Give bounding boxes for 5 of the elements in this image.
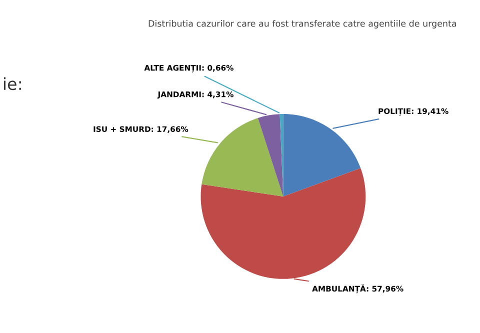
text: ie:: [4, 77, 21, 90]
pie-slice: [200, 168, 366, 279]
pie-slice: [283, 114, 361, 196]
pie-slice: [202, 118, 284, 196]
chart-title: Distributia cazurilor care au fost transferate catre agentiile de urgenta: [148, 20, 456, 28]
